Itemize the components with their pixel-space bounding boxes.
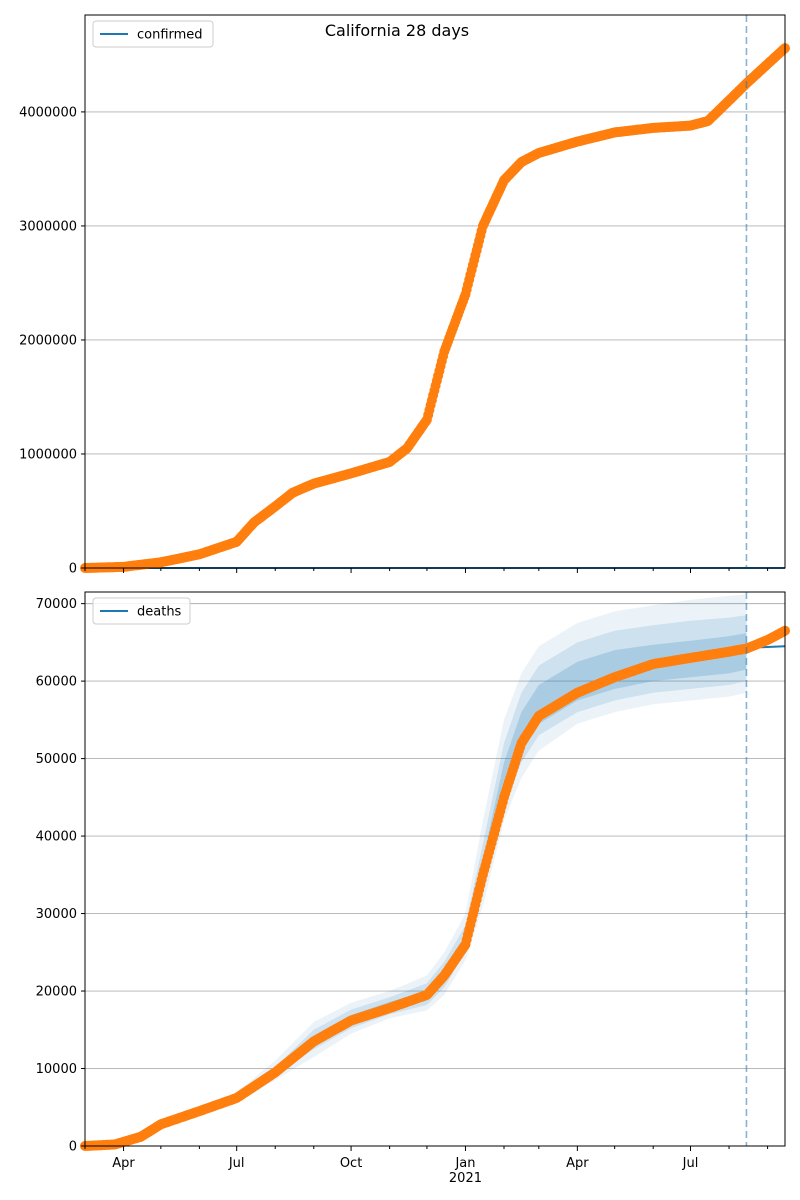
- confirmed-legend-label: confirmed: [137, 28, 203, 43]
- x-tick-label: Jul: [682, 1156, 699, 1171]
- y-tick-label: 10000: [36, 1062, 77, 1077]
- x-tick-label: Oct: [340, 1156, 362, 1171]
- figure-title: California 28 days: [325, 21, 469, 40]
- confirmed-legend[interactable]: confirmed: [92, 20, 214, 48]
- x-tick-label: Apr: [112, 1156, 135, 1171]
- x-tick-label: Apr: [566, 1156, 589, 1171]
- confidence-band: [236, 615, 747, 1102]
- y-tick-label: 3000000: [19, 219, 77, 234]
- y-tick-label: 2000000: [19, 333, 77, 348]
- y-tick-label: 0: [69, 1140, 77, 1155]
- confirmed-x-axis: [84, 568, 769, 573]
- y-tick-label: 0: [69, 562, 77, 577]
- confirmed-series: [80, 43, 790, 573]
- y-tick-label: 60000: [36, 675, 77, 690]
- confirmed-y-axis: 0 1000000 2000000 3000000 4000000: [19, 105, 85, 577]
- deaths-y-axis: 0 10000 20000 30000 40000 50000 60000 70000: [36, 597, 85, 1155]
- y-tick-label: 70000: [36, 597, 77, 612]
- y-tick-label: 50000: [36, 752, 77, 767]
- y-tick-label: 1000000: [19, 447, 77, 462]
- x-tick-label: Jul: [228, 1156, 245, 1171]
- deaths-panel: 0 10000 20000 30000 40000 50000 60000 70000 Apr…: [36, 591, 790, 1186]
- deaths-series: [80, 625, 790, 1151]
- deaths-legend[interactable]: deaths: [92, 597, 191, 625]
- deaths-legend-label: deaths: [137, 605, 182, 620]
- x-tick-label: Jan: [454, 1156, 475, 1171]
- y-tick-label: 30000: [36, 907, 77, 922]
- confirmed-axes-frame: [84, 14, 786, 569]
- y-tick-label: 4000000: [19, 105, 77, 120]
- deaths-axes-frame: [84, 591, 786, 1147]
- y-tick-label: 40000: [36, 830, 77, 845]
- x-tick-label: 2021: [449, 1171, 482, 1186]
- y-tick-label: 20000: [36, 985, 77, 1000]
- confirmed-legend-box: [92, 20, 214, 48]
- deaths-legend-box: [92, 597, 191, 625]
